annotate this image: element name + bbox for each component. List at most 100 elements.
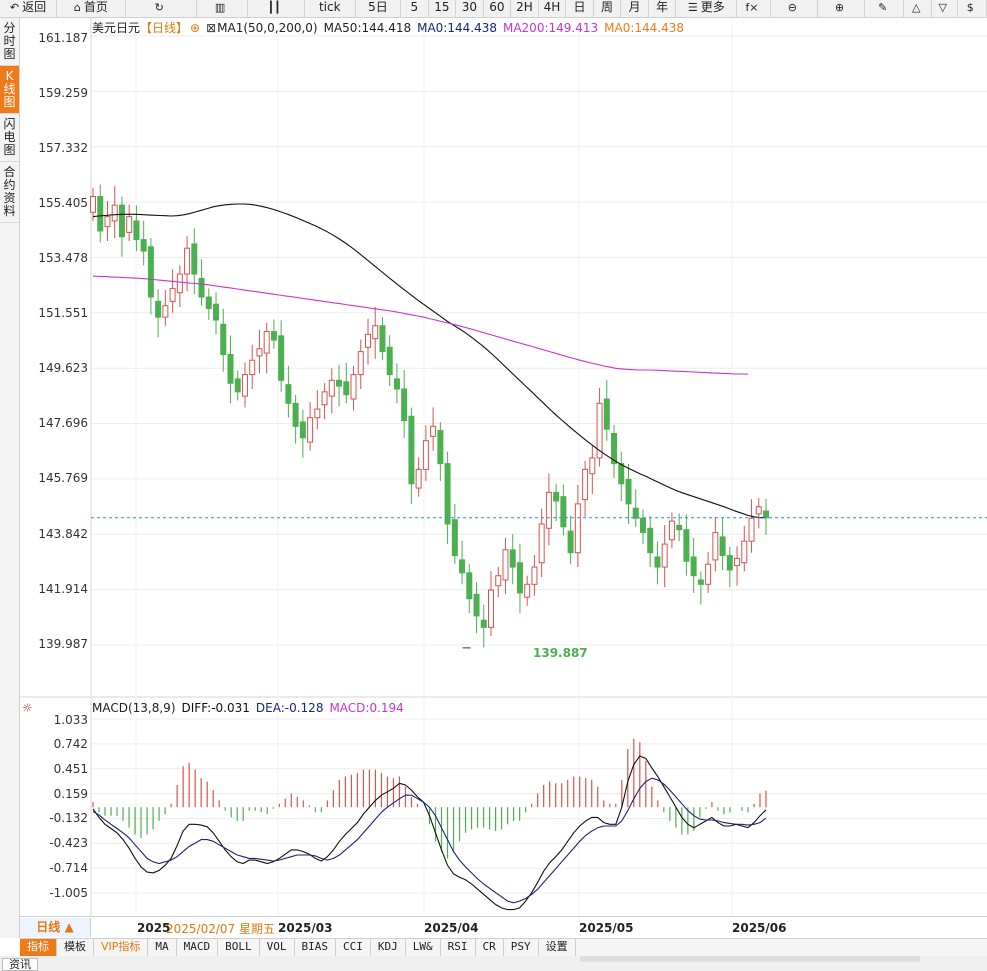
toolbar-label: 年 (656, 0, 669, 14)
sidebar-tab-1[interactable]: K线图 (0, 66, 19, 114)
macd-legend: ☼ MACD(13,8,9) DIFF:-0.031 DEA:-0.128 MACD:0… (22, 701, 410, 715)
horizontal-scrollbar[interactable] (580, 956, 920, 962)
indicator-tab[interactable]: CR (476, 939, 504, 956)
indicator-tab[interactable]: BOLL (218, 939, 260, 956)
candle-body (292, 402, 299, 427)
toolbar-15-button[interactable]: 月 (621, 0, 649, 17)
toolbar-12-button[interactable]: 4H (539, 0, 567, 17)
candle-body (278, 335, 285, 381)
candle-body (560, 496, 567, 528)
zoom-in-icon-button[interactable]: ⊕ (818, 0, 866, 17)
price-chart[interactable] (0, 0, 987, 916)
draw-line-icon-button[interactable]: ✎ (865, 0, 905, 17)
candle-body (198, 277, 205, 298)
candlestick-icon-button[interactable]: ┃┃ (248, 0, 305, 17)
toolbar-label: 4H (543, 0, 561, 14)
candle-body (299, 421, 306, 439)
candle-body (480, 619, 487, 628)
candle-body (234, 378, 241, 393)
bar-chart-icon-button[interactable]: ▥ (197, 0, 248, 17)
candle-body (133, 220, 140, 241)
candle-body (350, 374, 357, 400)
candle-body (661, 543, 668, 568)
chart-type-sidebar: 分时图 K线图 闪电图 合约资料 (0, 18, 20, 938)
toolbar-13-button[interactable]: 日 (566, 0, 594, 17)
candle-body (285, 384, 292, 404)
toolbar-10-button[interactable]: 60 (484, 0, 512, 17)
chevron-down-icon-button[interactable]: ▽ (932, 0, 958, 17)
toolbar-6-button[interactable]: 5日 (356, 0, 402, 17)
toolbar-5-button[interactable]: tick (305, 0, 356, 17)
toolbar-label: 周 (601, 0, 614, 14)
toolbar-label: 30 (461, 0, 477, 14)
toolbar-8-button[interactable]: 15 (429, 0, 457, 17)
indicator-tab[interactable]: MA (148, 939, 177, 956)
sidebar-tab-3[interactable]: 合约资料 (0, 162, 19, 223)
candle-body (748, 517, 755, 542)
indicator-tab[interactable]: CCI (336, 939, 371, 956)
toolbar-label: 15 (434, 0, 450, 14)
indicator-tab[interactable]: LW& (406, 939, 441, 956)
candle-body (726, 555, 733, 571)
ma-config-icon[interactable]: ⊠ (206, 21, 217, 35)
candle-body (220, 323, 227, 355)
time-axis: 日线 ▲ 2025 2025/02/07 星期五 2025/03 2025/04… (20, 916, 987, 939)
news-tab[interactable]: 资讯 (2, 958, 38, 971)
candle-body (451, 519, 458, 557)
settings-sun-icon[interactable]: ☼ (22, 701, 33, 715)
indicator-tab[interactable]: KDJ (371, 939, 406, 956)
zoom-out-icon-button[interactable]: ⊖ (771, 0, 818, 17)
macd-tick: -0.132 (49, 811, 88, 825)
candle-body (712, 532, 719, 561)
toolbar-16-button[interactable]: 年 (649, 0, 677, 17)
toolbar-1-button[interactable]: ⌂ 首页 (57, 0, 126, 17)
price-tick: 157.332 (38, 141, 88, 155)
candle-body (393, 378, 400, 390)
candle-body (191, 243, 198, 275)
refresh-icon-button[interactable]: ↻ (126, 0, 197, 17)
candle-body (155, 300, 162, 318)
candle-body (176, 273, 183, 294)
x-label: 2025/03 (278, 921, 333, 935)
indicator-tab[interactable]: VIP指标 (94, 939, 149, 956)
crosshair-date: 2025/02/07 星期五 (166, 922, 275, 936)
toolbar-14-button[interactable]: 周 (594, 0, 622, 17)
pin-icon[interactable]: ⊕ (190, 21, 201, 35)
indicator-tab[interactable]: RSI (441, 939, 476, 956)
toolbar-label: tick (318, 0, 341, 14)
indicator-tab[interactable]: MACD (177, 939, 219, 956)
toolbar-9-button[interactable]: 30 (456, 0, 484, 17)
indicator-tab[interactable]: VOL (260, 939, 295, 956)
indicator-tabbar: 指标 模板 VIP指标 MA MACD BOLL VOL BIAS CCI KDJ LW& RSI CR… (20, 938, 987, 957)
candle-body (213, 303, 220, 321)
price-tick: 149.623 (38, 361, 88, 375)
price-tick: 155.405 (38, 196, 88, 210)
candle-body (444, 463, 451, 525)
macd-tick: -0.714 (49, 861, 88, 875)
sidebar-tab-2[interactable]: 闪电图 (0, 114, 19, 162)
formula-icon-button[interactable]: f× (737, 0, 771, 17)
triangle-icon-button[interactable]: △ (904, 0, 932, 17)
candle-body (690, 556, 697, 577)
toolbar-7-button[interactable]: 5 (401, 0, 429, 17)
ma1-label: MA1(50,0,200,0) (217, 21, 318, 35)
sidebar-tab-0[interactable]: 分时图 (0, 18, 19, 66)
toolbar-11-button[interactable]: 2H (511, 0, 539, 17)
price-tick: 139.987 (38, 637, 88, 651)
toolbar-label: 返回 (22, 0, 47, 14)
toolbar-17-button[interactable]: ☰ 更多 (676, 0, 738, 17)
candle-body (328, 379, 335, 397)
candle-body (582, 468, 589, 501)
macd-value: MACD:0.194 (329, 701, 404, 715)
low-price-label: 139.887 (533, 646, 588, 660)
toolbar-0-button[interactable]: ↶ 返回 (0, 0, 58, 17)
indicator-tab[interactable]: 指标 (20, 939, 57, 956)
indicator-tab[interactable]: 模板 (57, 939, 94, 956)
candle-body (611, 432, 618, 465)
dea-line (92, 777, 767, 904)
indicator-tab[interactable]: PSY (504, 939, 539, 956)
period-selector-button[interactable]: 日线 ▲ (20, 918, 91, 937)
indicator-tab[interactable]: 设置 (539, 939, 576, 956)
dollar-icon: $ (966, 1, 974, 14)
indicator-tab[interactable]: BIAS (295, 939, 337, 956)
